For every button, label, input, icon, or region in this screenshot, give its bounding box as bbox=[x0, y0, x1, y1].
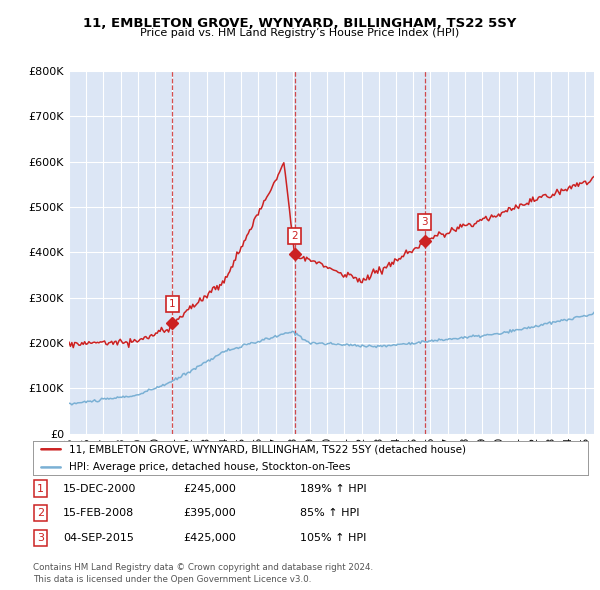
Text: Contains HM Land Registry data © Crown copyright and database right 2024.: Contains HM Land Registry data © Crown c… bbox=[33, 563, 373, 572]
Text: 15-FEB-2008: 15-FEB-2008 bbox=[63, 509, 134, 518]
Text: 04-SEP-2015: 04-SEP-2015 bbox=[63, 533, 134, 543]
Text: £395,000: £395,000 bbox=[183, 509, 236, 518]
Text: 11, EMBLETON GROVE, WYNYARD, BILLINGHAM, TS22 5SY: 11, EMBLETON GROVE, WYNYARD, BILLINGHAM,… bbox=[83, 17, 517, 30]
Text: 189% ↑ HPI: 189% ↑ HPI bbox=[300, 484, 367, 493]
Text: 3: 3 bbox=[37, 533, 44, 543]
Text: 105% ↑ HPI: 105% ↑ HPI bbox=[300, 533, 367, 543]
Text: Price paid vs. HM Land Registry’s House Price Index (HPI): Price paid vs. HM Land Registry’s House … bbox=[140, 28, 460, 38]
Text: 85% ↑ HPI: 85% ↑ HPI bbox=[300, 509, 359, 518]
Text: HPI: Average price, detached house, Stockton-on-Tees: HPI: Average price, detached house, Stoc… bbox=[69, 463, 350, 473]
Text: 15-DEC-2000: 15-DEC-2000 bbox=[63, 484, 136, 493]
Text: 3: 3 bbox=[421, 217, 428, 227]
Text: 11, EMBLETON GROVE, WYNYARD, BILLINGHAM, TS22 5SY (detached house): 11, EMBLETON GROVE, WYNYARD, BILLINGHAM,… bbox=[69, 444, 466, 454]
Text: 2: 2 bbox=[37, 509, 44, 518]
Text: This data is licensed under the Open Government Licence v3.0.: This data is licensed under the Open Gov… bbox=[33, 575, 311, 584]
Text: 2: 2 bbox=[292, 231, 298, 241]
Text: £245,000: £245,000 bbox=[183, 484, 236, 493]
Text: 1: 1 bbox=[37, 484, 44, 493]
Text: 1: 1 bbox=[169, 299, 176, 309]
Text: £425,000: £425,000 bbox=[183, 533, 236, 543]
